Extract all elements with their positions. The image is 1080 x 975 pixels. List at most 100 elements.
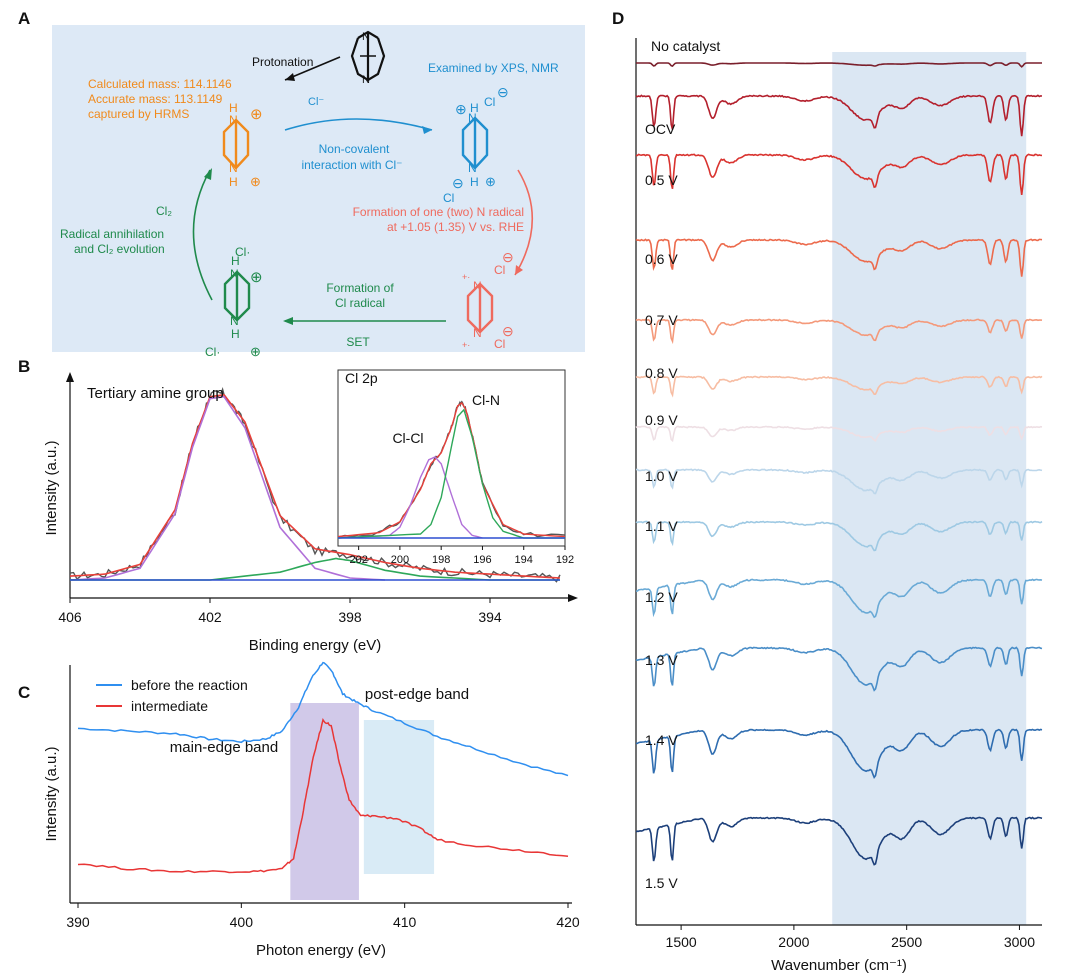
x-axis-arrow [568, 594, 578, 602]
spectrum-line [635, 468, 1043, 495]
cl-radical-label-1: Formation of [326, 281, 394, 295]
red-minus-top: ⊖ [502, 249, 514, 265]
green-h-bottom: H [231, 327, 240, 341]
inset-series-line [337, 402, 566, 538]
inset-x-tick-label: 196 [473, 554, 491, 566]
c-series-line [77, 661, 569, 777]
main-edge-band [290, 703, 359, 900]
post-edge-band-label: post-edge band [365, 686, 469, 703]
red-cl-bottom: Cl [494, 337, 505, 351]
annihilation-arrowhead [204, 168, 212, 180]
x-tick-label: 2000 [778, 934, 809, 950]
cl-radical-arrowhead [283, 317, 293, 325]
spectrum-label: 1.4 V [645, 732, 678, 748]
spectrum-line [635, 816, 1043, 866]
green-h-top: H [231, 254, 240, 268]
blue-h-top: H [470, 101, 479, 115]
orange-n-top: N [229, 113, 238, 127]
spectrum-label: 0.8 V [645, 365, 678, 381]
panel-label-a: A [18, 9, 30, 28]
dabco-n-bottom: N [362, 74, 370, 86]
radical-formation-arrow [514, 169, 534, 276]
orange-plus-bottom: ⊕ [250, 174, 261, 189]
dabco-n-top: N [362, 31, 370, 43]
panel-c-chart: main-edge band post-edge band 390 400 410 420… [43, 661, 580, 959]
calculated-mass: Calculated mass: 114.1146 [88, 77, 232, 91]
blue-n-top: N [468, 111, 477, 125]
red-cl-top: Cl [494, 263, 505, 277]
spectrum-label: 0.5 V [645, 172, 678, 188]
spectrum-label: 1.2 V [645, 589, 678, 605]
inset-frame [337, 369, 566, 547]
red-dabco-radical [466, 282, 494, 334]
green-cl-bottom: Cl· [205, 345, 220, 359]
annihilation-label-1: Radical annihilation [60, 227, 164, 241]
panel-label-c: C [18, 683, 30, 702]
x-tick-label: 2500 [891, 934, 922, 950]
cl2-label: Cl₂ [156, 204, 172, 218]
noncovalent-label-2: interaction with Cl⁻ [301, 158, 402, 172]
tertiary-amine-annotation: Tertiary amine group [87, 385, 224, 402]
b-series-line [69, 395, 386, 581]
x-tick-label: 420 [556, 914, 580, 930]
main-edge-band-label: main-edge band [170, 739, 278, 756]
x-axis-label: Wavenumber (cm⁻¹) [771, 957, 907, 974]
radical-formation-label-2: at +1.05 (1.35) V vs. RHE [387, 220, 524, 234]
noncovalent-arrow [284, 118, 433, 131]
inset-series-line [337, 408, 565, 539]
inset-label-cl-cl: Cl-Cl [392, 430, 423, 446]
inset-title: Cl 2p [345, 370, 378, 386]
spectrum-line [635, 728, 1043, 780]
noncovalent-label-1: Non-covalent [319, 142, 390, 156]
blue-plus-top: ⊕ [455, 101, 467, 117]
inset-x-tick-label: 200 [391, 554, 409, 566]
x-tick-label: 402 [198, 609, 222, 625]
spectrum-label: 0.6 V [645, 251, 678, 267]
red-n-bottom: N [473, 326, 482, 340]
spectrum-label: 1.3 V [645, 652, 678, 668]
red-radical-bottom: +· [462, 340, 470, 350]
b-series-line [69, 393, 561, 579]
protonation-label: Protonation [252, 55, 313, 69]
xps-nmr-label: Examined by XPS, NMR [428, 61, 559, 75]
protonation-arrowhead [285, 73, 295, 81]
post-edge-band [363, 720, 435, 874]
inset-x-tick-label: 194 [515, 554, 533, 566]
spectrum-line [636, 62, 1042, 68]
spectrum-label: 1.5 V [645, 875, 678, 891]
y-axis-label: Intensity (a.u.) [43, 440, 60, 535]
inset-x-tick-label: 192 [556, 554, 574, 566]
spectrum-label: No catalyst [651, 38, 720, 54]
orange-h-bottom: H [229, 175, 238, 189]
scheme-background [52, 25, 585, 352]
spectrum-label: 1.1 V [645, 518, 678, 534]
spectrum-label: OCV [645, 121, 676, 137]
cl-radical-label-2: Cl radical [335, 296, 385, 310]
panel-d-chart: 1500 2000 2500 3000 Wavenumber (cm⁻¹) No cata… [635, 38, 1043, 974]
red-n-top: N [473, 279, 482, 293]
legend-label: before the reaction [131, 677, 248, 693]
green-dabco [223, 270, 251, 322]
spectrum-line [635, 520, 1043, 552]
orange-plus-top: ⊕ [250, 106, 263, 123]
spectrum-line [636, 153, 1043, 195]
green-n-top: N [230, 267, 239, 281]
radical-formation-label-1: Formation of one (two) N radical [353, 205, 524, 219]
x-tick-label: 1500 [666, 934, 697, 950]
spectrum-line [635, 375, 1043, 398]
x-axis-label: Binding energy (eV) [249, 637, 382, 654]
inset-x-tick-label: 202 [349, 554, 367, 566]
blue-h-bottom: H [470, 175, 479, 189]
blue-n-bottom: N [468, 161, 477, 175]
radical-formation-arrowhead [515, 265, 523, 275]
red-radical-top: +· [462, 272, 470, 282]
b-series-line [70, 557, 560, 581]
protonation-arrow [284, 56, 341, 81]
orange-h-top: H [229, 101, 238, 115]
spectrum-label: 0.9 V [645, 412, 678, 428]
y-axis-arrow [66, 372, 74, 382]
x-tick-label: 394 [478, 609, 502, 625]
x-tick-label: 400 [230, 914, 254, 930]
blue-cl-bottom: Cl [443, 191, 454, 205]
